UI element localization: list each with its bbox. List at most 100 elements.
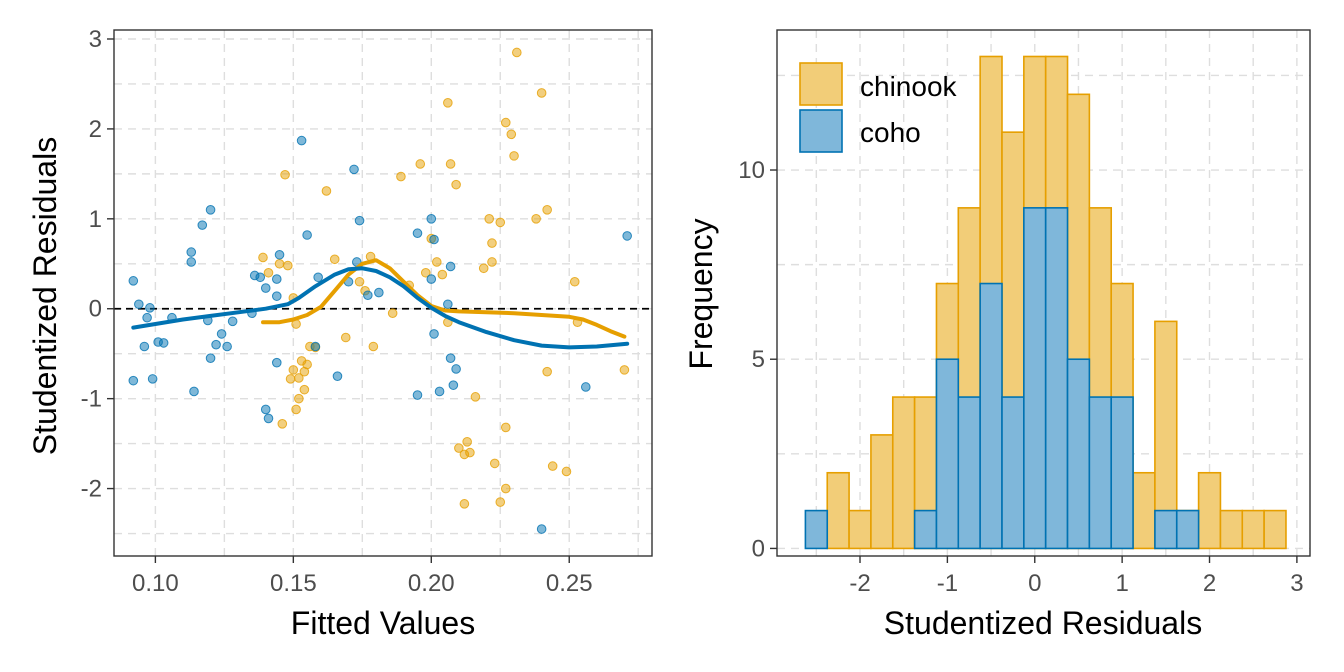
scatter-point-chinook (509, 151, 519, 161)
scatter-point-chinook (283, 260, 293, 271)
histogram-bar-chinook (891, 396, 916, 550)
histogram-bar-coho (1023, 207, 1047, 550)
scatter-point-coho (349, 164, 359, 175)
scatter-point-coho (622, 231, 632, 241)
scatter-y-axis: -2 -1 0 1 2 3 (81, 26, 114, 503)
scatter-point-chinook (340, 332, 351, 343)
histogram-x-tick-label: 3 (1290, 570, 1303, 597)
scatter-point-chinook (484, 214, 495, 224)
scatter-point-chinook (569, 276, 580, 287)
scatter-point-chinook (387, 308, 398, 319)
smooth-curve-chinook (261, 258, 627, 339)
scatter-point-coho (142, 312, 152, 323)
scatter-y-tick-label: 0 (89, 296, 102, 323)
scatter-point-chinook (506, 129, 517, 140)
scatter-y-tick-label: 1 (89, 206, 102, 233)
legend-swatch-chinook (799, 62, 843, 106)
histogram-bar-chinook (826, 471, 850, 550)
scatter-point-chinook (302, 359, 312, 370)
scatter-x-axis: 0.10 0.15 0.20 0.25 (132, 556, 593, 597)
scatter-panel-border (113, 29, 653, 557)
scatter-point-coho (139, 341, 150, 352)
scatter-point-chinook (536, 88, 547, 98)
scatter-point-chinook (277, 419, 288, 429)
scatter-point-chinook (462, 437, 472, 447)
scatter-point-coho (271, 357, 282, 368)
scatter-point-chinook (454, 443, 464, 453)
scatter-point-coho (412, 390, 423, 400)
scatter-point-chinook (329, 254, 340, 265)
scatter-point-coho (445, 261, 456, 272)
scatter-point-coho (186, 257, 197, 267)
residual-histogram-panel: -2 -1 0 1 2 3 0 5 10 Studentized Residuals Freq… (683, 29, 1311, 641)
scatter-point-coho (260, 404, 271, 415)
scatter-point-chinook (500, 483, 511, 494)
scatter-point-coho (211, 339, 221, 350)
scatter-point-coho (158, 338, 169, 348)
histogram-x-axis: -2 -1 0 1 2 3 (849, 556, 1304, 597)
histogram-bar-chinook (870, 434, 894, 550)
scatter-point-chinook (465, 447, 475, 458)
scatter-point-chinook (512, 47, 522, 58)
smooth-curve-coho (131, 266, 630, 350)
histogram-y-tick-label: 0 (752, 535, 765, 562)
histogram-bar-coho (1001, 396, 1025, 550)
scatter-x-axis-title: Fitted Values (291, 605, 475, 641)
scatter-y-tick-label: 3 (89, 26, 102, 53)
scatter-point-coho (205, 353, 216, 363)
scatter-point-chinook (291, 404, 301, 415)
scatter-point-coho (296, 135, 307, 146)
scatter-point-coho (426, 274, 437, 284)
histogram-x-tick-label: 1 (1115, 570, 1128, 597)
scatter-point-coho (222, 341, 232, 352)
histogram-bar-coho (804, 509, 829, 550)
scatter-point-chinook (443, 98, 453, 108)
scatter-point-chinook (487, 257, 497, 267)
scatter-y-tick-label: 2 (89, 116, 102, 143)
legend-swatch-coho (799, 109, 843, 153)
scatter-point-chinook (470, 392, 481, 402)
scatter-point-coho (227, 316, 238, 327)
histogram-bar-chinook (1132, 471, 1156, 550)
scatter-point-coho (147, 374, 158, 384)
scatter-point-chinook (368, 341, 379, 352)
scatter-point-coho (271, 274, 282, 284)
scatter-point-chinook (531, 214, 541, 224)
histogram-bar-coho (1110, 396, 1134, 550)
scatter-point-coho (255, 272, 266, 283)
legend-label-chinook: chinook (860, 71, 958, 102)
histogram-bar-chinook (1241, 509, 1265, 550)
histogram-bar-chinook (1219, 509, 1244, 550)
histogram-bars-coho (804, 207, 1200, 550)
scatter-point-chinook (263, 267, 274, 278)
histogram-bar-chinook (1263, 509, 1287, 550)
histogram-bar-coho (935, 358, 960, 550)
scatter-point-coho (426, 214, 437, 224)
scatter-point-chinook (619, 365, 630, 375)
scatter-point-coho (186, 247, 197, 257)
scatter-point-coho (260, 283, 271, 293)
scatter-point-coho (274, 249, 285, 260)
scatter-point-coho (434, 386, 445, 397)
scatter-point-coho (310, 341, 321, 352)
scatter-point-chinook (288, 365, 299, 375)
histogram-bar-coho (1066, 358, 1091, 550)
scatter-point-chinook (487, 238, 497, 248)
scatter-point-chinook (420, 267, 431, 278)
scatter-x-tick-label: 0.15 (270, 570, 317, 597)
scatter-point-coho (134, 299, 144, 310)
histogram-y-axis-title: Frequency (683, 218, 719, 369)
scatter-point-chinook (459, 499, 470, 509)
histogram-y-tick-label: 10 (738, 157, 765, 184)
scatter-point-coho (374, 287, 384, 298)
scatter-point-chinook (489, 458, 500, 469)
scatter-point-coho (197, 220, 208, 230)
scatter-y-tick-label: -1 (81, 386, 102, 413)
scatter-point-coho (128, 276, 139, 286)
scatter-x-tick-label: 0.20 (408, 570, 455, 597)
histogram-x-tick-label: -1 (937, 570, 958, 597)
histogram-bar-coho (1088, 396, 1113, 550)
histogram-x-axis-title: Studentized Residuals (884, 605, 1202, 641)
